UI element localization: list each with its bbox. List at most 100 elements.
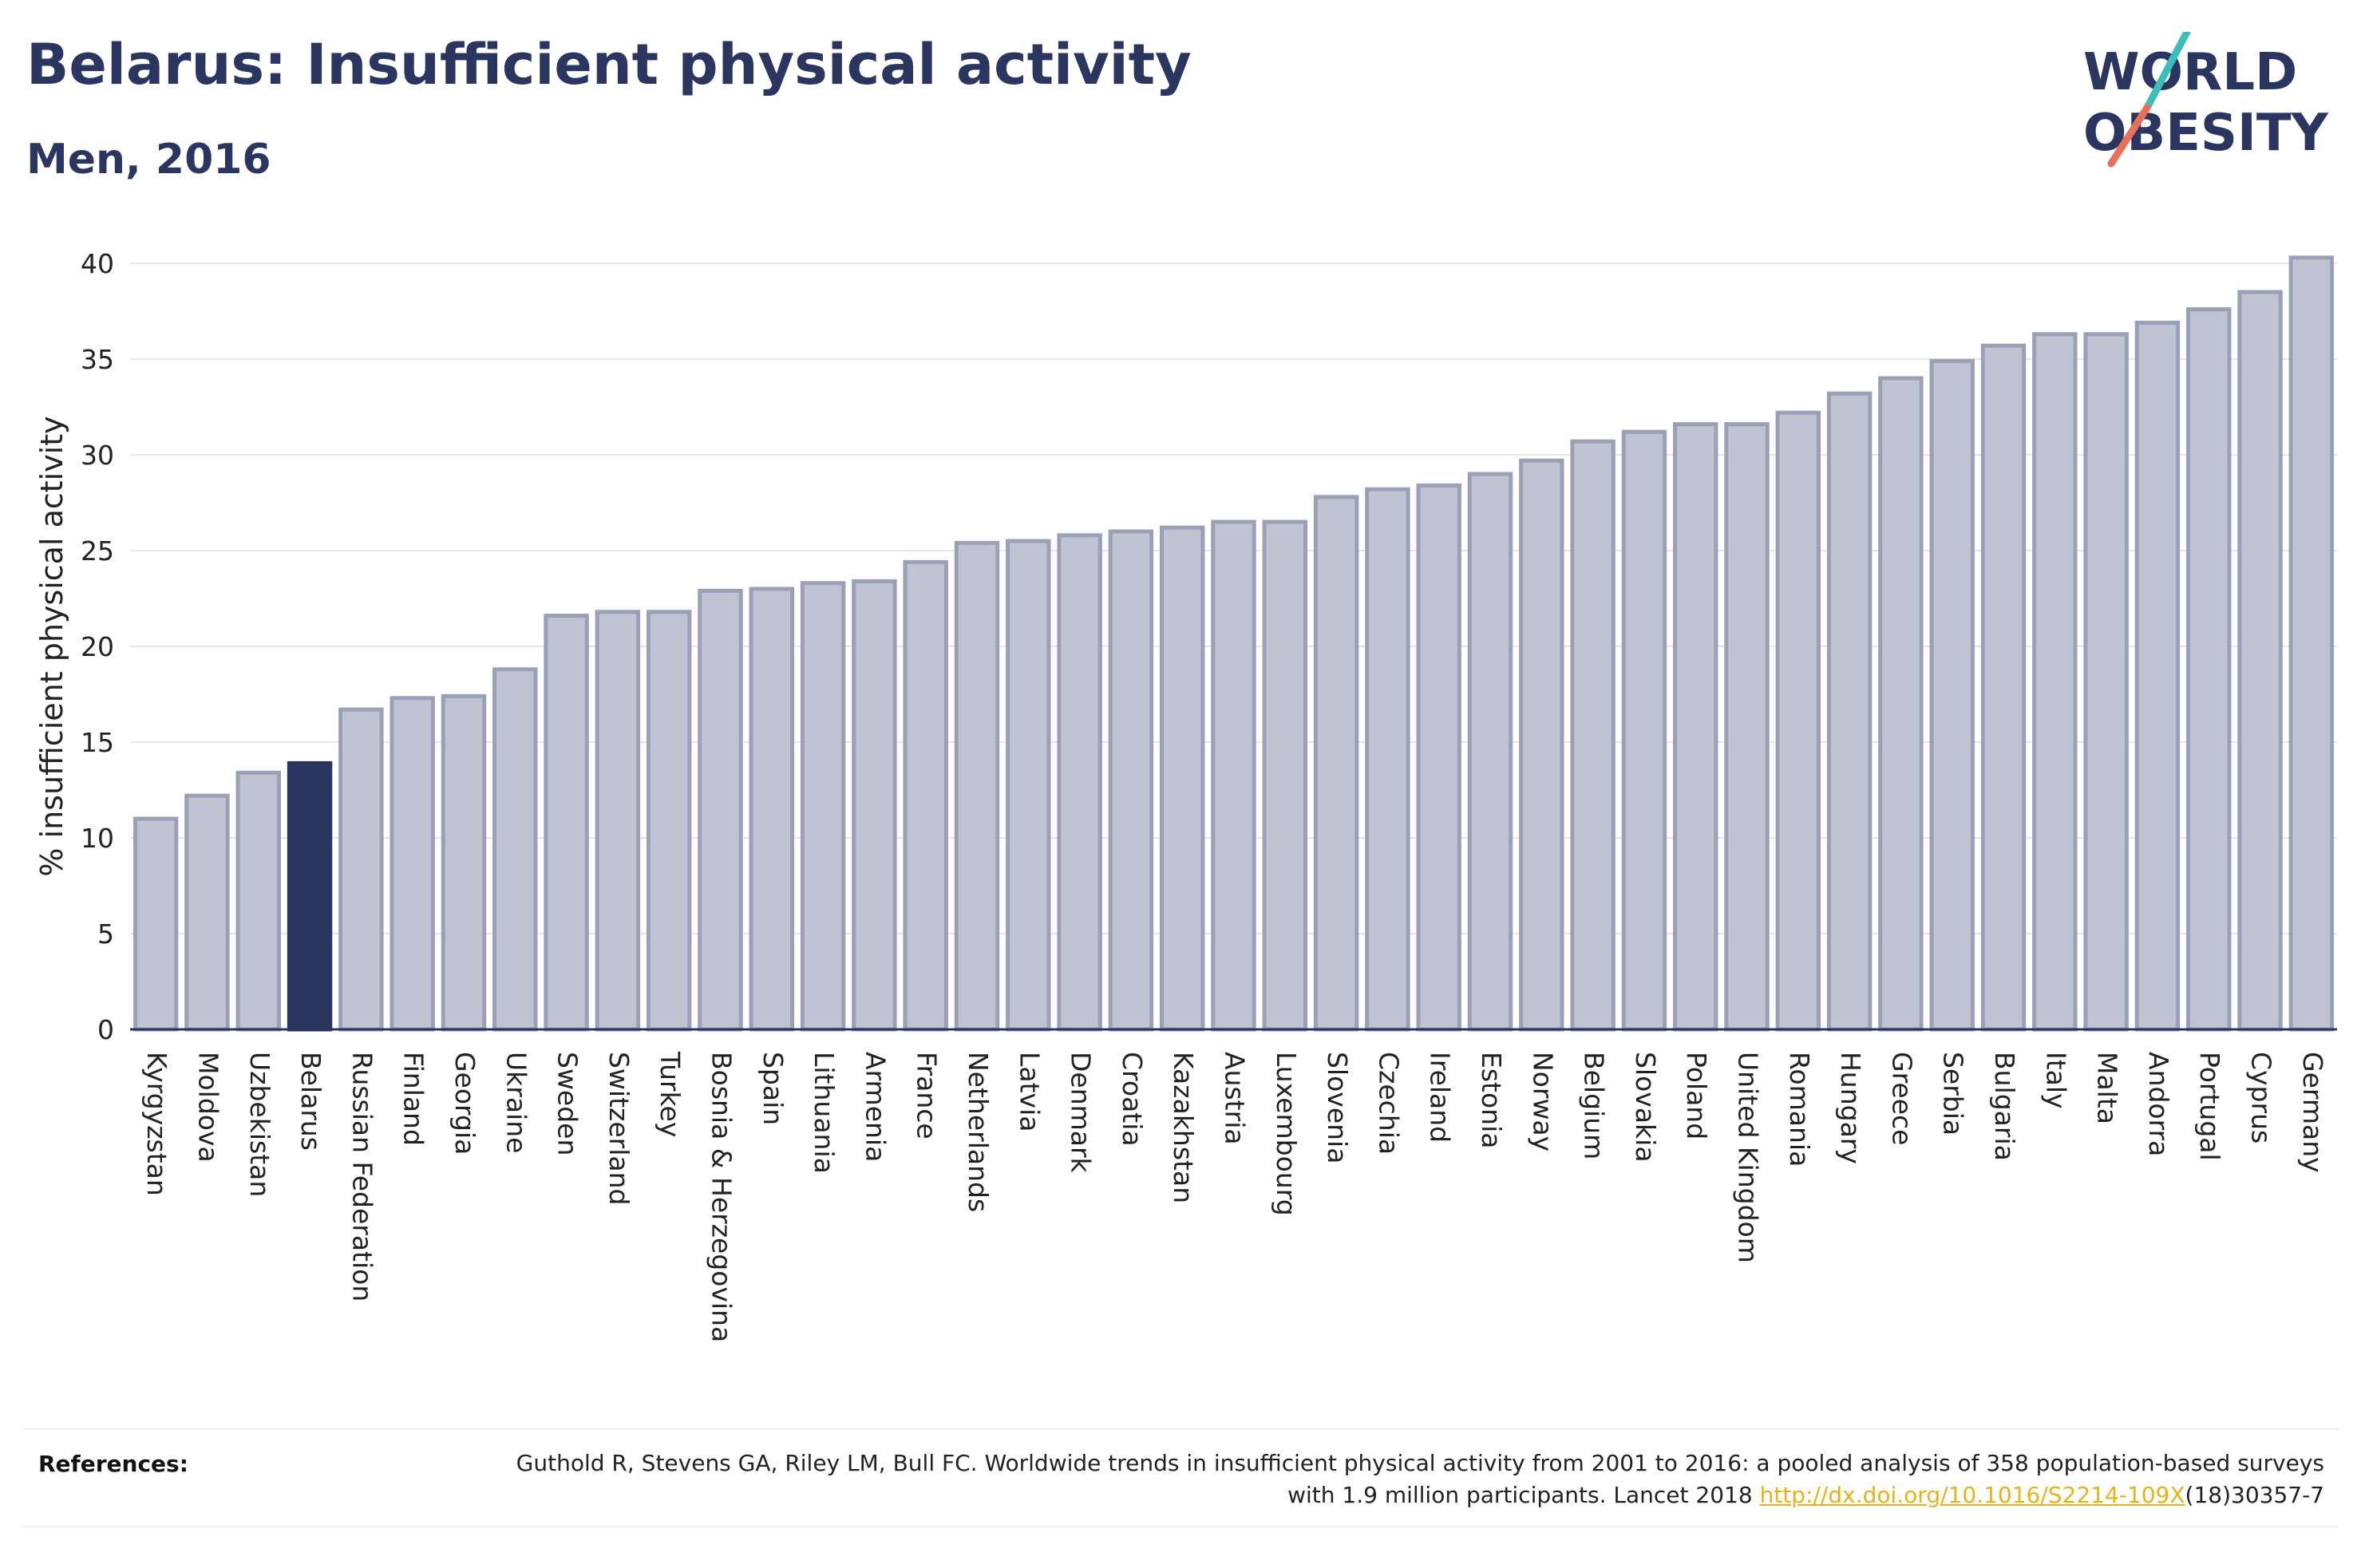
- bar: [1365, 487, 1410, 1032]
- bars: [132, 255, 2335, 1032]
- x-tick-label: Denmark: [1066, 1052, 1097, 1174]
- y-tick-label: 35: [81, 344, 114, 375]
- references-section: References: Guthold R, Stevens GA, Riley…: [24, 1428, 2339, 1527]
- axes: 0 5 10 15 20 25 30 35 40: [81, 248, 2337, 1045]
- x-tick-label: Spain: [757, 1052, 789, 1125]
- bar: [903, 559, 948, 1032]
- x-tick-label: Ukraine: [500, 1052, 532, 1153]
- x-tick-label: Estonia: [1476, 1052, 1507, 1148]
- bar: [954, 540, 1000, 1032]
- references-citation: Guthold R, Stevens GA, Riley LM, Bull FC…: [516, 1450, 2324, 1508]
- x-tick-label: Kyrgyzstan: [141, 1052, 172, 1196]
- x-tick-label: United Kingdom: [1733, 1052, 1764, 1263]
- chart-title: Belarus: Insufficient physical activity: [26, 32, 1192, 97]
- bar: [2083, 332, 2129, 1032]
- bar: [1980, 343, 2027, 1032]
- bar: [2032, 332, 2078, 1032]
- chart-subtitle: Men, 2016: [26, 136, 271, 184]
- bar: [338, 707, 384, 1032]
- bar: [1826, 391, 1873, 1032]
- x-tick-label: Italy: [2040, 1052, 2071, 1109]
- bar: [1416, 483, 1461, 1032]
- references-label: References:: [38, 1451, 188, 1477]
- bar: [1313, 495, 1359, 1032]
- bar: [852, 579, 897, 1032]
- bar: [1929, 358, 1975, 1032]
- x-tick-label: Finland: [398, 1052, 429, 1146]
- x-tick-label: Kazakhstan: [1168, 1052, 1199, 1203]
- category-labels: Kyrgyzstan Moldova Uzbekistan Belarus Russia…: [141, 1051, 2328, 1342]
- x-tick-label: Austria: [1220, 1052, 1251, 1145]
- bar: [492, 667, 538, 1032]
- bar: [1108, 529, 1154, 1032]
- bar: [1519, 458, 1564, 1032]
- x-tick-label: Latvia: [1014, 1052, 1045, 1132]
- bar: [800, 581, 846, 1032]
- bar: [1570, 439, 1616, 1032]
- bar: [2186, 307, 2232, 1032]
- bar: [2134, 320, 2181, 1032]
- y-tick-label: 30: [81, 440, 114, 471]
- x-tick-label: Romania: [1784, 1052, 1815, 1167]
- x-tick-label: Turkey: [655, 1051, 686, 1137]
- x-tick-label: Germany: [2297, 1052, 2328, 1173]
- x-tick-label: Hungary: [1835, 1052, 1866, 1164]
- bar: [1467, 472, 1513, 1032]
- y-tick-label: 20: [81, 631, 114, 662]
- x-tick-label: Lithuania: [809, 1052, 840, 1174]
- x-tick-label: Andorra: [2143, 1052, 2174, 1156]
- bar: [1775, 410, 1821, 1032]
- references-citation-suffix: (18)30357-7: [2185, 1482, 2324, 1508]
- bar: [1878, 376, 1924, 1032]
- bar: [1006, 539, 1051, 1032]
- x-tick-label: Malta: [2092, 1052, 2123, 1124]
- x-tick-label: Belgium: [1579, 1052, 1610, 1159]
- references-text: Guthold R, Stevens GA, Riley LM, Bull FC…: [488, 1448, 2324, 1511]
- bar: [132, 816, 179, 1032]
- bar: [1621, 429, 1667, 1032]
- bar: [1262, 519, 1308, 1032]
- bar-highlighted: [287, 760, 333, 1032]
- x-tick-label: Cyprus: [2246, 1052, 2277, 1143]
- bar: [441, 693, 487, 1032]
- x-tick-label: Ireland: [1425, 1052, 1456, 1143]
- x-tick-label: Luxembourg: [1271, 1052, 1302, 1216]
- references-doi-link[interactable]: http://dx.doi.org/10.1016/S2214-109X: [1759, 1482, 2185, 1508]
- bar: [184, 793, 230, 1032]
- x-tick-label: Uzbekistan: [244, 1052, 275, 1197]
- x-tick-label: France: [912, 1052, 943, 1139]
- bar: [1159, 525, 1205, 1032]
- bar: [698, 588, 743, 1032]
- y-tick-label: 5: [97, 918, 114, 950]
- x-tick-label: Armenia: [860, 1052, 891, 1162]
- bar: [235, 770, 281, 1032]
- x-tick-label: Georgia: [449, 1052, 481, 1155]
- x-tick-label: Belarus: [295, 1052, 326, 1151]
- x-tick-label: Netherlands: [963, 1052, 994, 1212]
- bar: [2237, 290, 2283, 1032]
- bar: [646, 610, 692, 1032]
- bar: [595, 610, 641, 1032]
- bar: [544, 614, 589, 1032]
- y-axis-title: % insufficient physical activity: [34, 416, 69, 876]
- bar: [1724, 422, 1770, 1032]
- y-tick-label: 15: [81, 727, 114, 758]
- x-tick-label: Slovakia: [1630, 1052, 1661, 1163]
- logo-slash-teal: [2143, 32, 2191, 112]
- bar: [2288, 255, 2335, 1032]
- x-tick-label: Poland: [1681, 1052, 1712, 1139]
- x-tick-label: Sweden: [552, 1052, 583, 1155]
- x-tick-label: Bulgaria: [1989, 1052, 2020, 1161]
- x-tick-label: Norway: [1527, 1052, 1558, 1151]
- logo-slash-coral: [2107, 104, 2151, 168]
- x-tick-label: Moldova: [192, 1052, 223, 1163]
- bar: [1211, 519, 1256, 1032]
- world-obesity-logo: WORLD OBESITY: [2083, 32, 2328, 168]
- y-tick-label: 0: [97, 1014, 114, 1045]
- x-tick-label: Portugal: [2194, 1052, 2225, 1161]
- logo-line1: WORLD: [2083, 43, 2297, 102]
- x-tick-label: Russian Federation: [346, 1052, 378, 1301]
- x-tick-label: Bosnia & Herzegovina: [706, 1052, 737, 1342]
- x-tick-label: Serbia: [1938, 1052, 1969, 1136]
- logo-line2: OBESITY: [2083, 104, 2328, 163]
